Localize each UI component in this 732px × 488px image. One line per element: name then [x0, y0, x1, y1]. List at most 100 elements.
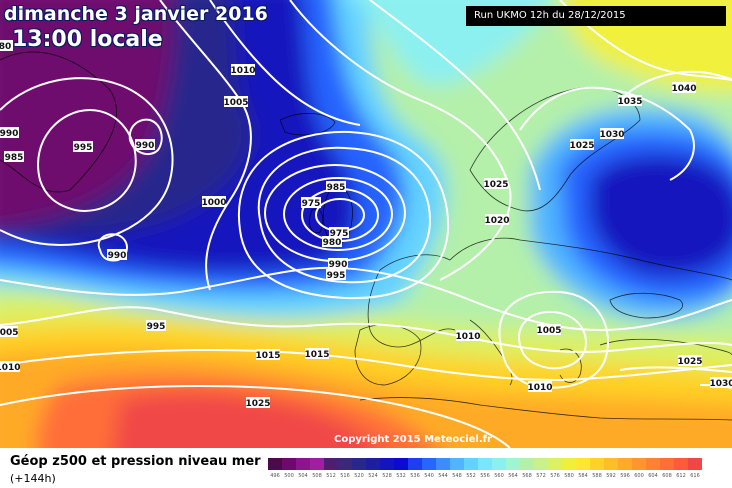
isobar-label: 80: [0, 42, 11, 52]
isobar-label: 1020: [484, 216, 509, 226]
map-canvas: 1010 1005 990 985 995 990 1000 990 985 9…: [0, 0, 732, 448]
legend-swatch: [422, 458, 436, 470]
legend-swatch: [478, 458, 492, 470]
legend-swatch: [436, 458, 450, 470]
legend-swatch: [618, 458, 632, 470]
isobar-label: 980: [323, 238, 342, 248]
legend-swatch: [548, 458, 562, 470]
legend-swatch: [604, 458, 618, 470]
isobar-label: 1010: [455, 332, 480, 342]
legend-swatch: [674, 458, 688, 470]
isobar-label: 985: [327, 183, 346, 193]
legend-swatch: [464, 458, 478, 470]
z500-color-field: [0, 0, 732, 448]
legend-swatch: [408, 458, 422, 470]
isobar-label: 975: [302, 199, 321, 209]
isobar-label: 1040: [671, 84, 696, 94]
legend-label: 596: [620, 473, 630, 479]
forecast-date: dimanche 3 janvier 2016: [4, 3, 268, 25]
isobar-label: 995: [74, 143, 93, 153]
legend-swatch: [632, 458, 646, 470]
legend-swatch: [450, 458, 464, 470]
legend-swatch: [310, 458, 324, 470]
legend-swatch: [324, 458, 338, 470]
isobars: [0, 0, 732, 448]
legend-label: 604: [648, 473, 658, 479]
color-scale-labels: 496 500 504 508 512 516 520 524 528 532 536 540 544 5…: [268, 473, 702, 479]
legend-swatch: [366, 458, 380, 470]
legend-label: 612: [676, 473, 686, 479]
isobar-label: 1005: [223, 98, 248, 108]
isobar-label: 1015: [255, 351, 280, 361]
legend-label: 496: [270, 473, 280, 479]
copyright-notice: Copyright 2015 Meteociel.fr: [334, 434, 492, 445]
legend-label: 584: [578, 473, 588, 479]
legend-swatch: [660, 458, 674, 470]
isobar-label: 985: [5, 153, 24, 163]
isobar-label: 1025: [245, 399, 270, 409]
legend-swatch: [338, 458, 352, 470]
legend-label: 608: [662, 473, 672, 479]
isobar-label: 1015: [304, 350, 329, 360]
parameter-title: Géop z500 et pression niveau mer: [10, 454, 261, 469]
legend-label: 568: [522, 473, 532, 479]
geopotential-map: 1010 1005 990 985 995 990 1000 990 985 9…: [0, 0, 732, 448]
legend-label: 540: [424, 473, 434, 479]
legend-swatch: [352, 458, 366, 470]
isobar-label: 1010: [230, 66, 255, 76]
color-scale: [268, 458, 702, 470]
legend-label: 524: [368, 473, 378, 479]
isobar-label: 990: [329, 260, 348, 270]
isobar-label: 1010: [0, 363, 21, 373]
isobar-label: 1030: [599, 130, 624, 140]
legend-label: 556: [480, 473, 490, 479]
isobar-label: 1030: [709, 379, 732, 389]
legend-swatch: [534, 458, 548, 470]
legend-swatch: [296, 458, 310, 470]
legend-swatch: [520, 458, 534, 470]
legend-swatch: [492, 458, 506, 470]
isobar-label: 1005: [0, 328, 19, 338]
legend-swatch: [646, 458, 660, 470]
legend-swatch: [562, 458, 576, 470]
legend-label: 572: [536, 473, 546, 479]
legend-swatch: [688, 458, 702, 470]
legend-label: 616: [690, 473, 700, 479]
legend-label: 508: [312, 473, 322, 479]
legend-label: 516: [340, 473, 350, 479]
forecast-step: (+144h): [10, 472, 56, 485]
forecast-time: 13:00 locale: [12, 27, 163, 52]
legend-label: 588: [592, 473, 602, 479]
isobar-label: 1025: [483, 180, 508, 190]
legend-label: 580: [564, 473, 574, 479]
isobar-label: 975: [330, 229, 349, 239]
legend-label: 564: [508, 473, 518, 479]
isobar-label: 1025: [569, 141, 594, 151]
legend-label: 520: [354, 473, 364, 479]
legend-label: 592: [606, 473, 616, 479]
legend-swatch: [576, 458, 590, 470]
legend-label: 576: [550, 473, 560, 479]
isobar-label: 990: [108, 251, 127, 261]
legend-label: 532: [396, 473, 406, 479]
legend-label: 536: [410, 473, 420, 479]
legend-label: 504: [298, 473, 308, 479]
legend-label: 552: [466, 473, 476, 479]
legend-label: 512: [326, 473, 336, 479]
legend-label: 528: [382, 473, 392, 479]
legend-label: 544: [438, 473, 448, 479]
legend-label: 548: [452, 473, 462, 479]
legend-swatch: [282, 458, 296, 470]
isobar-label: 990: [0, 129, 18, 139]
legend-label: 600: [634, 473, 644, 479]
isobar-label: 1005: [536, 326, 561, 336]
isobar-label: 990: [136, 141, 155, 151]
legend-label: 560: [494, 473, 504, 479]
isobar-labels: 1010 1005 990 985 995 990 1000 990 985 9…: [0, 40, 732, 409]
legend-swatch: [506, 458, 520, 470]
legend-swatch: [380, 458, 394, 470]
legend-label: 500: [284, 473, 294, 479]
isobar-label: 1010: [527, 383, 552, 393]
legend-swatch: [590, 458, 604, 470]
